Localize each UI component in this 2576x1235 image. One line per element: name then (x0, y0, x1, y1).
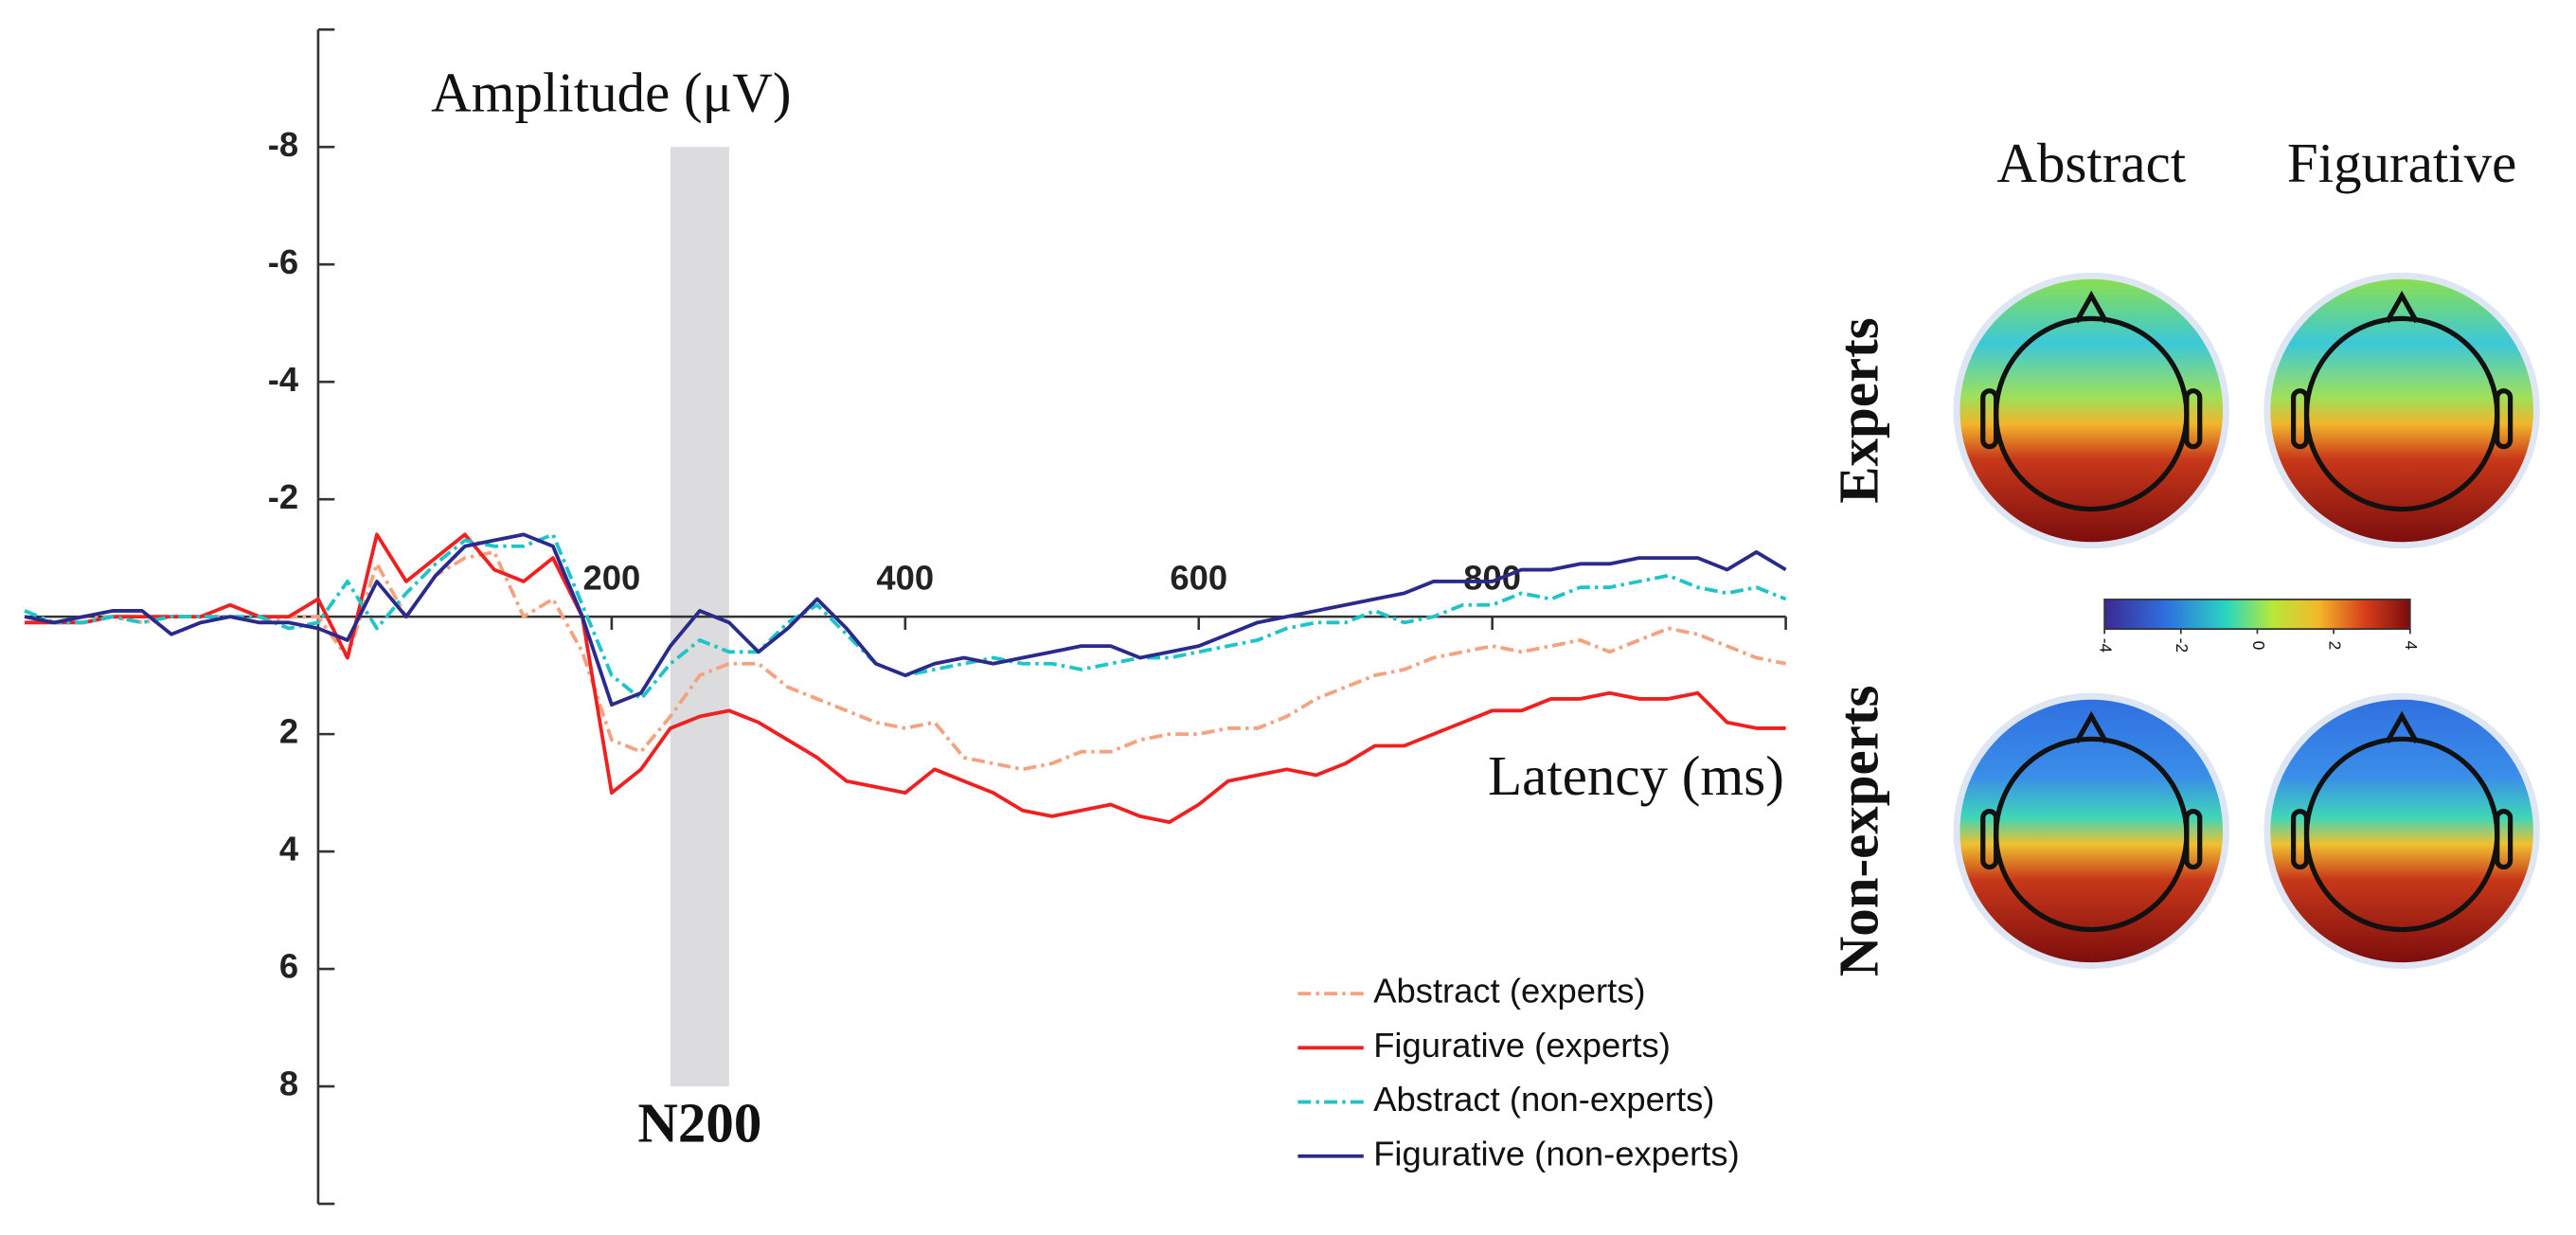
x-tick-label: 400 (876, 559, 934, 598)
legend-label: Figurative (non-experts) (1373, 1134, 1740, 1172)
topomap-row-label: Non-experts (1827, 686, 1889, 977)
y-tick-label: -2 (268, 477, 298, 516)
topomap-ear (1980, 388, 1999, 450)
y-tick-label: 8 (279, 1065, 298, 1103)
y-tick-label: 4 (279, 830, 299, 868)
colorbar-tick-label: 0 (2249, 641, 2268, 651)
y-tick-label: -6 (268, 242, 298, 281)
n200-label: N200 (637, 1092, 761, 1154)
series-line (24, 532, 1787, 701)
topomap-ear (2291, 809, 2310, 870)
series-line (25, 550, 1786, 772)
y-tick-label: 6 (279, 947, 298, 986)
topomap-column-label: Figurative (2287, 132, 2516, 194)
x-tick-label: 800 (1463, 559, 1521, 598)
legend-label: Figurative (experts) (1373, 1026, 1671, 1065)
y-tick-label: 2 (279, 712, 298, 751)
topomap-ear (2495, 388, 2513, 450)
colorbar-tick-label: 4 (2402, 641, 2421, 651)
topomap-nose (2074, 710, 2109, 744)
legend-label: Abstract (non-experts) (1373, 1080, 1714, 1119)
topomap-row-label: Experts (1827, 317, 1889, 503)
series-line (24, 532, 1787, 707)
topomap-nose (2385, 710, 2420, 744)
colorbar-tick-label: -2 (2173, 638, 2191, 653)
topomap-ear (2184, 388, 2203, 450)
colorbar (2103, 599, 2411, 631)
topomap-nose (2074, 290, 2109, 324)
x-tick-label: 200 (583, 559, 641, 598)
topomap-ear (2184, 809, 2203, 870)
y-axis-label: Amplitude (μV) (431, 62, 791, 124)
topomap-column-label: Abstract (1996, 132, 2186, 194)
legend-label: Abstract (experts) (1373, 972, 1645, 1011)
y-tick-label: -8 (268, 125, 298, 164)
y-tick-label: -4 (268, 360, 299, 399)
x-axis-label: Latency (ms) (1488, 744, 1784, 807)
x-tick-label: 600 (1170, 559, 1227, 598)
topomap-ear (1980, 809, 1999, 870)
topomap-ear (2291, 388, 2310, 450)
colorbar-tick-label: -4 (2097, 638, 2116, 653)
topomap-ear (2495, 809, 2513, 870)
series-line (25, 532, 1786, 825)
colorbar-tick-label: 2 (2326, 641, 2345, 651)
topomap-nose (2385, 290, 2420, 324)
